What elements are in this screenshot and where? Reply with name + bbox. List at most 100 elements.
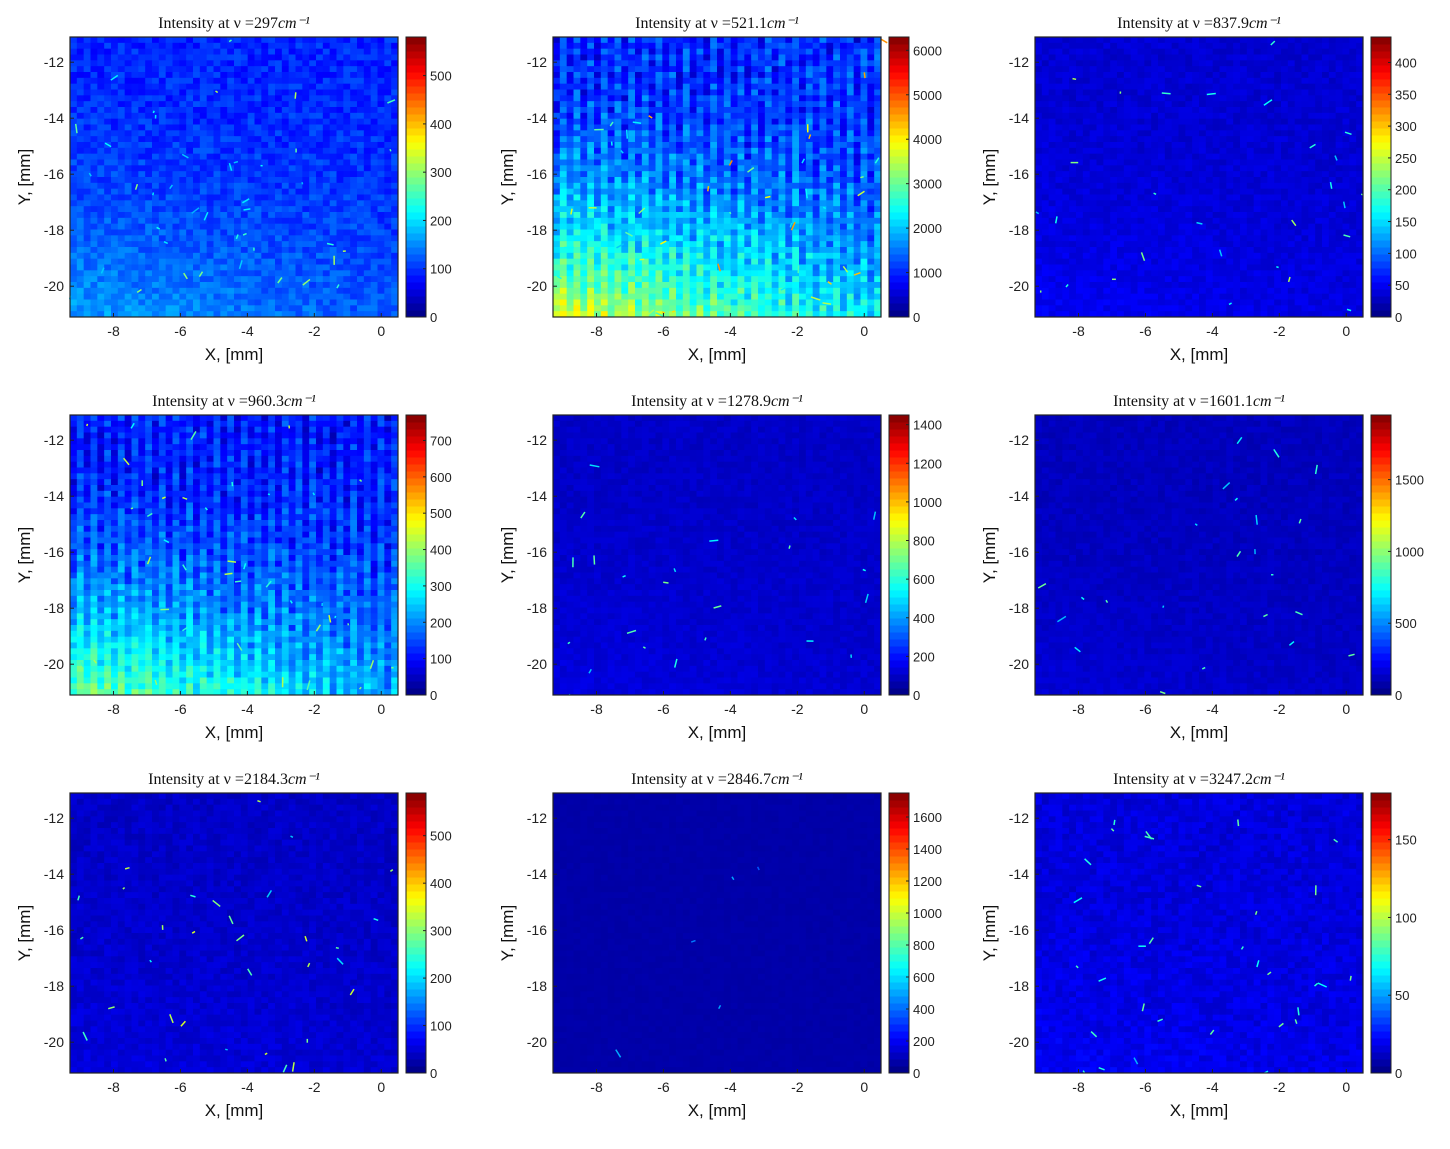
colorbar-tick-label: 300 — [430, 579, 452, 594]
title-prefix: Intensity at ν = — [635, 15, 731, 32]
colorbar-frame — [888, 792, 910, 1074]
x-tick-label: -2 — [791, 323, 804, 339]
plot-frame — [1034, 414, 1364, 696]
colorbar-tick-label: 1000 — [913, 906, 942, 921]
y-tick-label: -12 — [44, 54, 64, 70]
x-tick-label: -6 — [174, 323, 187, 339]
colorbar-tick-label: 6000 — [913, 43, 942, 58]
colorbar-tick-label: 500 — [430, 506, 452, 521]
heatmap-panel-7: -8 -6 -4 -2 0-12-14-16-18-20X, [mm]Y, [mm]In… — [15, 771, 452, 1120]
colorbar-tick-label: 50 — [1395, 278, 1409, 293]
heatmap-image — [553, 415, 881, 695]
colorbar-tick-label: 1600 — [913, 810, 942, 825]
heatmap-image — [70, 415, 399, 696]
y-tick-label: -20 — [44, 656, 64, 672]
x-axis-label: X, [mm] — [1170, 723, 1229, 742]
colorbar: 0 50 100 150 200 250 300 350 400 — [1370, 36, 1417, 325]
colorbar-tick-label: 0 — [430, 688, 437, 703]
colorbar-tick-label: 250 — [1395, 151, 1417, 166]
y-tick-label: -20 — [44, 278, 64, 294]
plot-frame — [69, 36, 399, 318]
colorbar-tick-label: 400 — [430, 117, 452, 132]
x-tick-label: -6 — [1139, 701, 1152, 717]
colorbar-tick-label: 1500 — [1395, 473, 1424, 488]
y-tick-label: -16 — [1009, 166, 1029, 182]
x-tick-label: -2 — [791, 1079, 804, 1095]
heatmap-image — [553, 793, 881, 1073]
colorbar-tick-label: 350 — [1395, 87, 1417, 102]
title-prefix: Intensity at ν = — [148, 771, 244, 788]
title-unit: cm⁻¹ — [1249, 15, 1281, 32]
y-tick-label: -14 — [44, 110, 64, 126]
y-tick-label: -18 — [44, 222, 64, 238]
title-prefix: Intensity at ν = — [1113, 771, 1209, 788]
colorbar-tick-label: 200 — [1395, 183, 1417, 198]
y-tick-label: -16 — [527, 544, 547, 560]
title-wavenumber: 2846.7 — [727, 771, 771, 788]
colorbar-tick-label: 100 — [430, 262, 452, 277]
colorbar-frame — [405, 414, 427, 696]
x-tick-label: 0 — [860, 323, 868, 339]
title-wavenumber: 3247.2 — [1209, 771, 1253, 788]
colorbar-tick-label: 0 — [1395, 310, 1402, 325]
x-tick-label: -4 — [1206, 323, 1219, 339]
x-tick-label: 0 — [860, 1079, 868, 1095]
title-unit: cm⁻¹ — [771, 771, 803, 788]
title-wavenumber: 960.3 — [248, 393, 284, 410]
colorbar-frame — [405, 792, 427, 1074]
heatmap-panel-6: -8 -6 -4 -2 0-12-14-16-18-20X, [mm]Y, [mm]In… — [980, 393, 1424, 742]
colorbar: 0 500 1000 1500 — [1370, 414, 1424, 703]
heatmap-image — [68, 37, 399, 318]
x-tick-label: -8 — [107, 323, 120, 339]
title-wavenumber: 2184.3 — [244, 771, 288, 788]
y-tick-label: -16 — [44, 544, 64, 560]
y-axis-label: Y, [mm] — [980, 527, 999, 583]
x-tick-label: -4 — [241, 323, 254, 339]
panel-title: Intensity at ν =297cm⁻¹ — [158, 15, 310, 32]
colorbar-frame — [888, 414, 910, 696]
title-prefix: Intensity at ν = — [631, 393, 727, 410]
heatmap-panel-4: -8 -6 -4 -2 0-12-14-16-18-20X, [mm]Y, [mm]In… — [15, 393, 452, 742]
panel-title: Intensity at ν =960.3cm⁻¹ — [152, 393, 316, 410]
colorbar-tick-label: 1200 — [913, 874, 942, 889]
y-tick-label: -18 — [527, 222, 547, 238]
title-prefix: Intensity at ν = — [1117, 15, 1213, 32]
x-tick-label: -8 — [1072, 701, 1085, 717]
colorbar-tick-label: 150 — [1395, 833, 1417, 848]
colorbar-tick-label: 200 — [913, 649, 935, 664]
colorbar: 0 100 200 300 400 500 600 700 — [405, 414, 452, 703]
plot-frame — [552, 414, 882, 696]
colorbar-tick-label: 1000 — [913, 266, 942, 281]
colorbar-tick-label: 500 — [430, 69, 452, 84]
plot-frame — [69, 792, 399, 1074]
x-tick-label: 0 — [1342, 1079, 1350, 1095]
colorbar-tick-label: 400 — [913, 1002, 935, 1017]
colorbar: 0 100 200 300 400 500 — [405, 36, 452, 325]
title-prefix: Intensity at ν = — [158, 15, 254, 32]
colorbar-frame — [1370, 36, 1392, 318]
y-tick-label: -14 — [1009, 110, 1029, 126]
x-tick-label: -6 — [657, 1079, 670, 1095]
heatmap-image — [1035, 37, 1363, 317]
colorbar-tick-label: 200 — [913, 1034, 935, 1049]
colorbar-tick-label: 1400 — [913, 418, 942, 433]
y-tick-label: -14 — [527, 488, 547, 504]
x-axis-label: X, [mm] — [1170, 1101, 1229, 1120]
title-prefix: Intensity at ν = — [1113, 393, 1209, 410]
x-tick-label: -8 — [590, 323, 603, 339]
y-tick-label: -20 — [1009, 278, 1029, 294]
x-axis-label: X, [mm] — [205, 345, 264, 364]
y-tick-label: -16 — [1009, 922, 1029, 938]
y-tick-label: -18 — [44, 600, 64, 616]
colorbar-tick-label: 200 — [430, 213, 452, 228]
y-tick-label: -16 — [1009, 544, 1029, 560]
colorbar-tick-label: 700 — [430, 433, 452, 448]
y-tick-label: -20 — [1009, 1034, 1029, 1050]
colorbar-tick-label: 0 — [430, 310, 437, 325]
x-tick-label: 0 — [377, 323, 385, 339]
colorbar-tick-label: 0 — [913, 688, 920, 703]
colorbar-frame — [405, 36, 427, 318]
title-wavenumber: 297 — [254, 15, 278, 32]
y-tick-label: -12 — [1009, 54, 1029, 70]
